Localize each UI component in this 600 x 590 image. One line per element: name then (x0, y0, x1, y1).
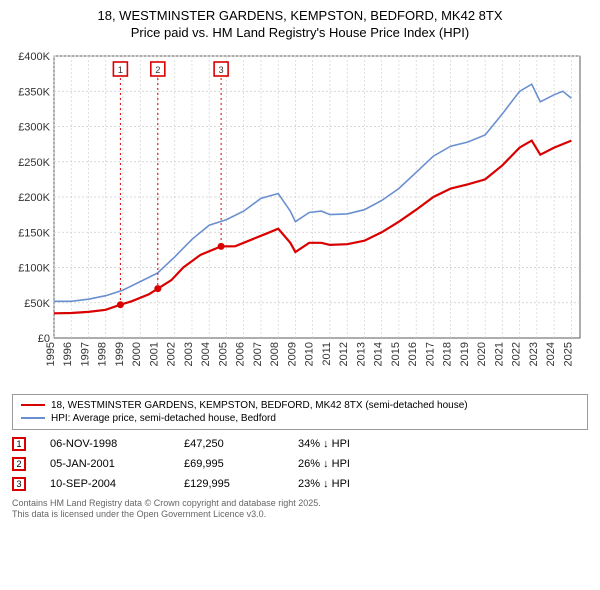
svg-text:2018: 2018 (442, 342, 454, 366)
sale-price: £47,250 (184, 438, 274, 450)
svg-text:1999: 1999 (114, 342, 126, 366)
legend-item: 18, WESTMINSTER GARDENS, KEMPSTON, BEDFO… (21, 399, 579, 412)
svg-text:2001: 2001 (148, 342, 160, 366)
svg-text:2011: 2011 (321, 342, 333, 366)
svg-text:1: 1 (118, 65, 123, 75)
sale-row: 1 06-NOV-1998 £47,250 34% ↓ HPI (12, 434, 588, 454)
legend-label: 18, WESTMINSTER GARDENS, KEMPSTON, BEDFO… (51, 400, 468, 411)
sale-price: £69,995 (184, 458, 274, 470)
svg-text:1997: 1997 (79, 342, 91, 366)
svg-text:2009: 2009 (286, 342, 298, 366)
sale-marker-icon: 3 (12, 477, 26, 491)
svg-text:1996: 1996 (62, 342, 74, 366)
svg-text:2021: 2021 (493, 342, 505, 366)
sale-date: 05-JAN-2001 (50, 458, 160, 470)
title-line-2: Price paid vs. HM Land Registry's House … (12, 25, 588, 42)
legend-swatch (21, 417, 45, 419)
svg-text:2025: 2025 (562, 342, 574, 366)
svg-text:2005: 2005 (217, 342, 229, 366)
svg-text:2008: 2008 (269, 342, 281, 366)
svg-text:2012: 2012 (338, 342, 350, 366)
footer-line-1: Contains HM Land Registry data © Crown c… (12, 498, 588, 510)
svg-text:2020: 2020 (476, 342, 488, 366)
svg-text:2: 2 (155, 65, 160, 75)
svg-text:£150K: £150K (18, 227, 50, 239)
svg-text:2017: 2017 (424, 342, 436, 366)
svg-text:2007: 2007 (252, 342, 264, 366)
svg-text:2019: 2019 (459, 342, 471, 366)
svg-text:3: 3 (219, 65, 224, 75)
svg-text:2006: 2006 (235, 342, 247, 366)
svg-text:2004: 2004 (200, 342, 212, 366)
svg-text:£100K: £100K (18, 262, 50, 274)
footer-line-2: This data is licensed under the Open Gov… (12, 509, 588, 521)
svg-text:£300K: £300K (18, 121, 50, 133)
footer-attribution: Contains HM Land Registry data © Crown c… (12, 498, 588, 521)
svg-text:2015: 2015 (390, 342, 402, 366)
sale-date: 06-NOV-1998 (50, 438, 160, 450)
title-line-1: 18, WESTMINSTER GARDENS, KEMPSTON, BEDFO… (12, 8, 588, 25)
sale-price: £129,995 (184, 478, 274, 490)
svg-text:1995: 1995 (45, 342, 57, 366)
chart-title: 18, WESTMINSTER GARDENS, KEMPSTON, BEDFO… (12, 8, 588, 42)
legend-swatch (21, 404, 45, 406)
svg-text:£250K: £250K (18, 157, 50, 169)
svg-text:2013: 2013 (355, 342, 367, 366)
svg-text:2016: 2016 (407, 342, 419, 366)
legend-label: HPI: Average price, semi-detached house,… (51, 413, 276, 424)
sale-marker-icon: 1 (12, 437, 26, 451)
svg-text:2002: 2002 (166, 342, 178, 366)
sale-date: 10-SEP-2004 (50, 478, 160, 490)
svg-text:2010: 2010 (304, 342, 316, 366)
line-chart: £0£50K£100K£150K£200K£250K£300K£350K£400… (12, 48, 588, 388)
svg-text:2022: 2022 (511, 342, 523, 366)
sale-hpi: 34% ↓ HPI (298, 438, 388, 450)
svg-text:£350K: £350K (18, 86, 50, 98)
legend: 18, WESTMINSTER GARDENS, KEMPSTON, BEDFO… (12, 394, 588, 430)
svg-text:£50K: £50K (24, 298, 50, 310)
svg-text:2023: 2023 (528, 342, 540, 366)
svg-text:£400K: £400K (18, 51, 50, 63)
svg-text:2014: 2014 (373, 342, 385, 366)
sales-table: 1 06-NOV-1998 £47,250 34% ↓ HPI 2 05-JAN-2001… (12, 434, 588, 494)
sale-row: 2 05-JAN-2001 £69,995 26% ↓ HPI (12, 454, 588, 474)
sale-hpi: 26% ↓ HPI (298, 458, 388, 470)
svg-text:1998: 1998 (97, 342, 109, 366)
chart-area: £0£50K£100K£150K£200K£250K£300K£350K£400… (12, 48, 588, 388)
svg-text:2003: 2003 (183, 342, 195, 366)
legend-item: HPI: Average price, semi-detached house,… (21, 412, 579, 425)
svg-text:2024: 2024 (545, 342, 557, 366)
sale-row: 3 10-SEP-2004 £129,995 23% ↓ HPI (12, 474, 588, 494)
svg-text:2000: 2000 (131, 342, 143, 366)
sale-hpi: 23% ↓ HPI (298, 478, 388, 490)
sale-marker-icon: 2 (12, 457, 26, 471)
svg-text:£200K: £200K (18, 192, 50, 204)
